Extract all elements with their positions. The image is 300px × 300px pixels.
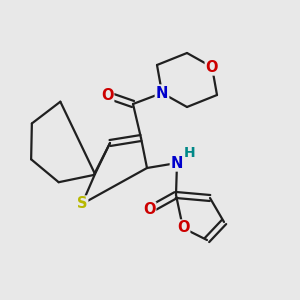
Text: O: O [177, 220, 189, 236]
Text: O: O [143, 202, 155, 217]
Text: H: H [184, 146, 196, 160]
Text: N: N [171, 155, 183, 170]
Text: S: S [77, 196, 87, 211]
Text: N: N [156, 85, 168, 100]
Text: O: O [101, 88, 113, 103]
Text: O: O [206, 59, 218, 74]
